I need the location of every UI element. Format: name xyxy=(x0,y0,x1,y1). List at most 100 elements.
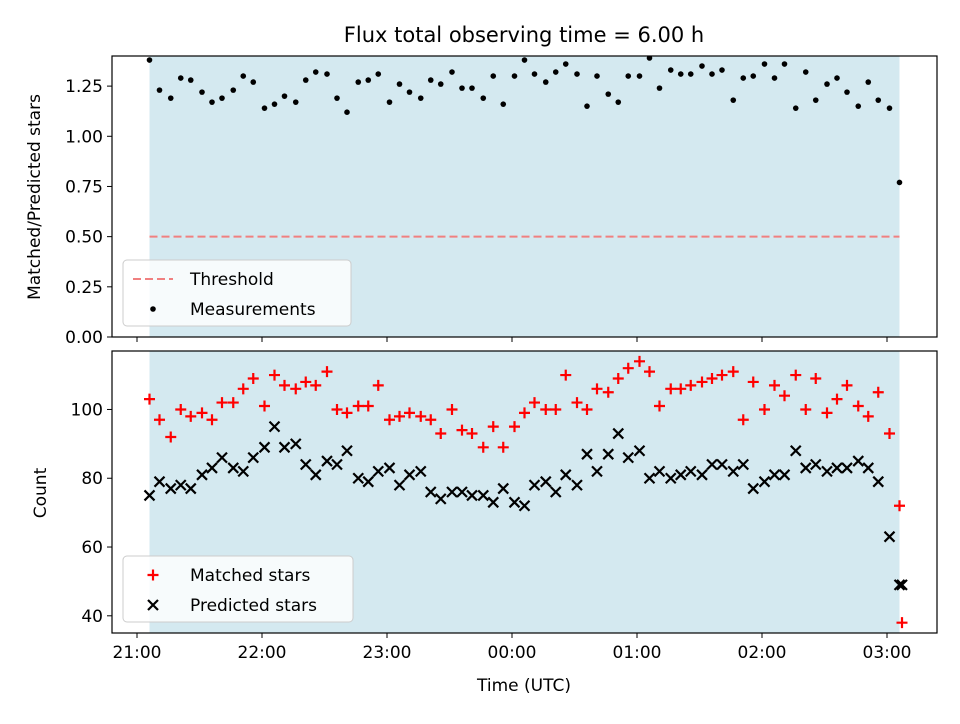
x-tick-label: 03:00 xyxy=(863,643,912,663)
matched-star-point xyxy=(571,397,583,409)
matched-star-point xyxy=(896,617,908,629)
matched-star-point xyxy=(852,400,864,412)
matched-star-point xyxy=(362,400,374,412)
predicted-star-point xyxy=(487,496,500,509)
predicted-star-point xyxy=(727,465,740,478)
predicted-star-point xyxy=(247,451,260,464)
predicted-star-point xyxy=(477,489,490,502)
measurement-point xyxy=(302,77,309,83)
predicted-star-point xyxy=(268,420,281,433)
predicted-star-point xyxy=(184,482,197,495)
predicted-star-point xyxy=(518,499,531,512)
matched-star-point xyxy=(560,369,572,381)
matched-star-point xyxy=(602,386,614,398)
matched-star-point xyxy=(519,407,530,419)
matched-star-point xyxy=(154,414,165,426)
measurement-point xyxy=(324,71,330,77)
matched-star-point xyxy=(821,407,833,419)
predicted-star-point xyxy=(341,444,353,457)
predicted-star-point xyxy=(789,444,802,457)
bottom-y-axis-label: Count xyxy=(31,467,51,518)
predicted-star-point xyxy=(414,465,427,478)
measurement-point xyxy=(469,85,475,91)
measurement-point xyxy=(386,99,393,105)
matched-star-point xyxy=(540,403,552,415)
predicted-star-point xyxy=(227,462,240,474)
measurement-point xyxy=(449,69,455,75)
predicted-star-point xyxy=(528,479,541,491)
matched-star-point xyxy=(831,393,843,405)
measurement-point xyxy=(605,91,612,97)
predicted-star-point xyxy=(737,458,750,471)
measurement-point xyxy=(719,67,725,73)
matched-star-point xyxy=(550,403,562,415)
matched-star-point xyxy=(612,373,624,385)
bottom-y-tick-label: 100 xyxy=(71,400,103,420)
predicted-star-point xyxy=(612,427,625,440)
predicted-star-point xyxy=(424,486,437,498)
measurement-point xyxy=(219,95,225,101)
matched-star-point xyxy=(259,400,270,412)
predicted-star-point xyxy=(164,482,177,495)
measurement-point xyxy=(812,97,819,103)
measurement-point xyxy=(177,75,184,81)
measurement-point xyxy=(199,89,205,95)
bottom-plot-area: 40 60 80 100 21:00 22:00 23:00 00:00 01:00 02:00 0… xyxy=(71,350,938,663)
predicted-star-point xyxy=(237,465,250,478)
measurement-point xyxy=(792,105,799,111)
bottom-legend-box xyxy=(122,555,354,623)
measurement-point xyxy=(750,73,757,79)
matched-star-point xyxy=(175,403,187,415)
matched-star-point xyxy=(269,369,280,381)
matched-star-point xyxy=(685,379,697,391)
measurement-point xyxy=(417,95,424,101)
predicted-star-point xyxy=(633,444,646,457)
measurement-point xyxy=(365,77,372,83)
matched-star-point xyxy=(696,376,708,388)
measurement-point xyxy=(562,61,569,67)
predicted-star-point xyxy=(841,462,853,474)
bottom-axes-frame xyxy=(111,350,938,634)
measurement-point xyxy=(771,75,778,81)
predicted-star-point xyxy=(883,530,896,543)
top-plot-area: 0.00 0.25 0.50 0.75 1.00 1.25 Threshold Measure… xyxy=(65,55,938,348)
matched-star-point xyxy=(206,414,218,426)
matched-star-point xyxy=(196,407,208,419)
measurement-point xyxy=(427,77,434,83)
matched-star-point xyxy=(872,386,884,398)
matched-star-point xyxy=(341,407,353,419)
predicted-star-point xyxy=(258,441,271,454)
matched-star-point xyxy=(456,424,468,436)
measurement-point xyxy=(344,109,350,115)
predicted-star-point xyxy=(674,469,687,481)
measurement-point xyxy=(250,79,257,85)
top-y-axis-label: Matched/Predicted stars xyxy=(25,94,45,300)
predicted-star-point xyxy=(196,469,208,481)
matched-star-point xyxy=(497,441,509,453)
predicted-star-point xyxy=(508,496,521,509)
predicted-star-point xyxy=(591,465,603,478)
matched-star-point xyxy=(372,379,384,391)
matched-star-point xyxy=(435,428,447,440)
top-y-tick-label: 1.25 xyxy=(65,77,103,97)
predicted-star-point xyxy=(299,458,312,471)
matched-star-point xyxy=(404,407,415,419)
predicted-star-point xyxy=(309,469,322,481)
matched-star-point xyxy=(394,410,405,422)
predicted-star-point xyxy=(821,465,833,478)
matched-star-point xyxy=(290,383,302,395)
measurement-point xyxy=(167,95,174,101)
measurement-point xyxy=(667,67,674,73)
predicted-star-point xyxy=(539,475,552,488)
measurement-point xyxy=(636,73,643,79)
predicted-star-point xyxy=(559,469,572,481)
measurement-point xyxy=(824,81,830,87)
measurement-point xyxy=(146,57,153,63)
matched-star-point xyxy=(425,414,437,426)
measurement-point xyxy=(156,87,163,93)
predicted-star-point xyxy=(706,458,718,471)
matched-star-point xyxy=(591,383,603,395)
predicted-star-point xyxy=(446,486,458,498)
predicted-star-point xyxy=(862,462,875,474)
measurement-point xyxy=(511,73,518,79)
